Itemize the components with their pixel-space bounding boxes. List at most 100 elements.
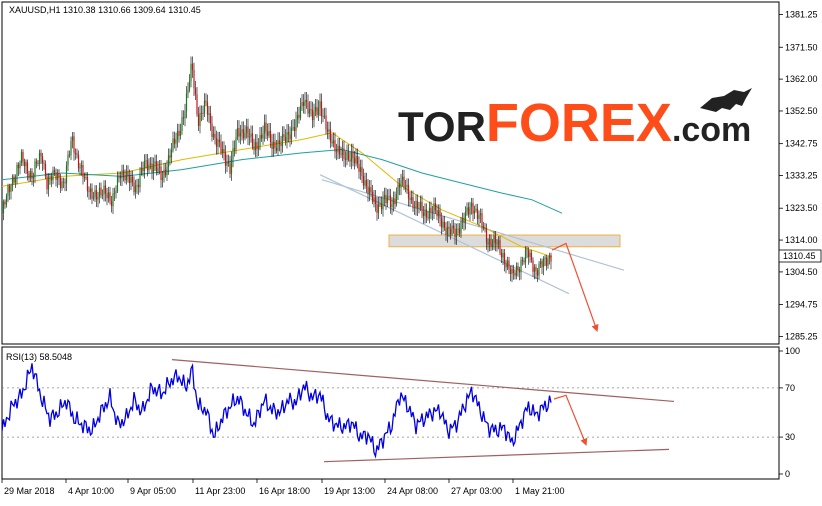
candle	[284, 129, 287, 146]
candle	[310, 101, 312, 117]
candle	[32, 172, 35, 187]
candle	[283, 126, 285, 141]
candle	[410, 190, 413, 204]
candle	[220, 134, 222, 156]
candle	[361, 159, 363, 183]
candle	[443, 215, 446, 231]
candle	[464, 206, 467, 230]
candle	[136, 178, 138, 194]
x-tick-label: 29 Mar 2018	[4, 486, 55, 496]
candle	[209, 105, 212, 131]
candle	[275, 139, 278, 154]
candle	[266, 123, 269, 141]
candle	[353, 150, 356, 170]
candle	[290, 120, 293, 145]
candle	[106, 188, 108, 206]
candle	[22, 149, 24, 166]
rsi-panel-frame	[1, 346, 780, 480]
candle	[451, 219, 453, 237]
rsi-forecast-arrow	[553, 394, 588, 446]
candle	[140, 161, 143, 176]
candle	[401, 169, 404, 187]
candle	[272, 133, 275, 157]
candle	[269, 122, 272, 148]
candle	[50, 172, 53, 188]
candle	[368, 179, 371, 202]
candle	[251, 125, 254, 150]
candle	[247, 118, 249, 146]
candle	[424, 203, 426, 224]
candle	[469, 201, 471, 221]
x-tick-label: 4 Apr 10:00	[68, 486, 114, 496]
candle	[365, 172, 368, 193]
candle	[58, 169, 60, 186]
candle	[446, 221, 449, 243]
candle	[19, 160, 21, 175]
candle	[533, 264, 536, 280]
candle	[370, 179, 372, 198]
candle	[55, 168, 57, 187]
candle	[248, 128, 251, 146]
candle	[314, 98, 317, 117]
candle	[34, 158, 36, 184]
ohlc-open: 1310.38	[63, 5, 96, 15]
candle	[5, 193, 8, 208]
candle	[271, 134, 273, 157]
candle	[343, 140, 345, 167]
symbol-timeframe: XAUUSD,H1	[9, 5, 61, 15]
candle	[508, 256, 510, 275]
candle	[197, 106, 200, 132]
candle	[250, 125, 252, 143]
candle	[193, 62, 195, 96]
candle	[334, 132, 336, 159]
candle	[328, 121, 330, 140]
candle	[196, 87, 198, 117]
candle	[149, 157, 152, 170]
candle	[176, 123, 179, 148]
candle	[325, 107, 327, 135]
candle	[298, 106, 300, 124]
rsi-trend-line-1	[323, 448, 670, 463]
candle	[493, 230, 495, 250]
candle	[52, 166, 54, 185]
candle	[103, 180, 105, 202]
candle	[92, 191, 95, 201]
candle	[211, 116, 213, 142]
candle	[227, 154, 230, 167]
resistance-zone	[388, 234, 621, 248]
candle	[73, 131, 75, 161]
candle	[68, 150, 71, 158]
candle	[97, 191, 99, 208]
candle	[134, 179, 137, 199]
candle	[437, 204, 440, 224]
candle	[94, 185, 96, 203]
candle	[439, 204, 441, 227]
candle	[391, 197, 393, 216]
rsi-y-tick-label: 70	[785, 383, 795, 393]
candle	[79, 163, 81, 176]
candle	[14, 174, 17, 189]
candle	[214, 126, 216, 145]
candle	[166, 160, 168, 182]
candle	[77, 150, 80, 173]
candle	[280, 136, 282, 154]
candle	[40, 149, 42, 165]
candle	[421, 195, 423, 219]
candle	[478, 210, 480, 227]
candle	[187, 82, 189, 99]
candle	[400, 173, 402, 196]
ohlc-low: 1309.64	[133, 5, 166, 15]
candle	[11, 174, 14, 192]
candle	[427, 211, 429, 221]
x-tick-label: 19 Apr 13:00	[324, 486, 375, 496]
candle	[122, 164, 125, 182]
candle	[511, 264, 513, 282]
candle	[457, 223, 459, 236]
candle	[497, 236, 500, 250]
candle	[307, 94, 309, 118]
candle	[191, 56, 194, 78]
candle	[389, 188, 392, 214]
channel-line-1	[319, 174, 570, 295]
rsi-y-tick-label: 0	[785, 469, 790, 479]
price-layer	[2, 56, 625, 332]
